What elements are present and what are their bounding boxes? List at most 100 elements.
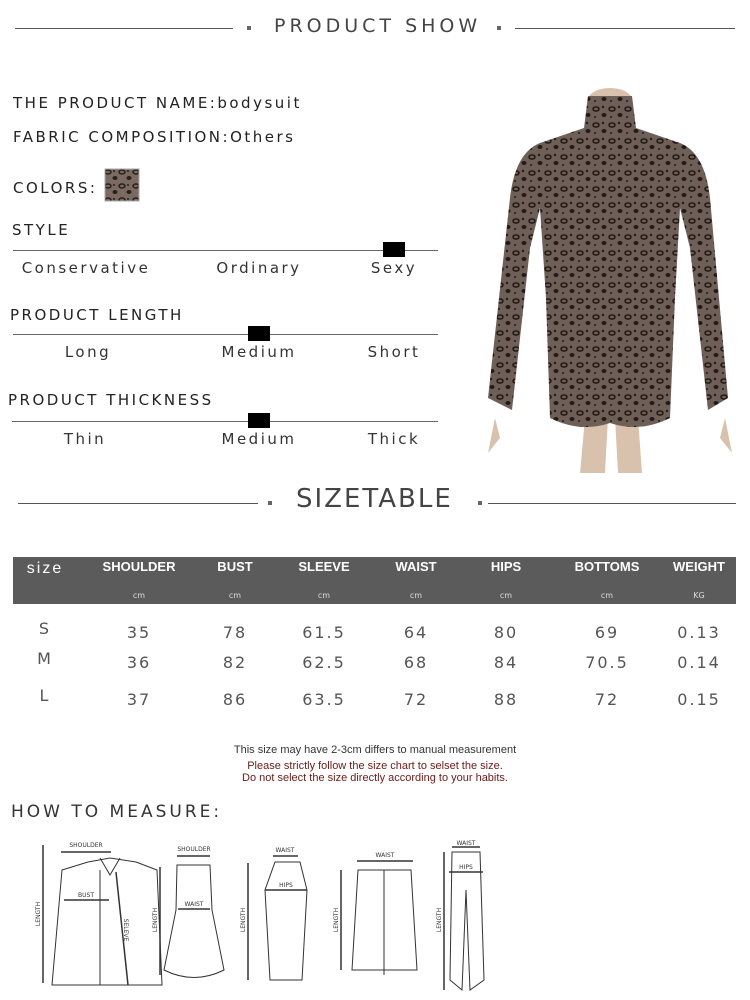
- scale-title: PRODUCT THICKNESS: [8, 391, 214, 409]
- section-title-product-show: PRODUCT SHOW: [274, 15, 482, 37]
- label: HIPS: [459, 864, 473, 871]
- table-cell: 63.5: [302, 690, 346, 709]
- skirt-diagram: [247, 855, 308, 981]
- table-cell: 64: [403, 623, 429, 642]
- column-header: BOTTOMS: [574, 559, 640, 574]
- column-unit: cm: [600, 591, 614, 600]
- scale-option: Medium: [221, 430, 297, 448]
- color-swatch-leopard[interactable]: [104, 168, 140, 202]
- column-unit: KG: [693, 591, 705, 600]
- scale-option: Thin: [63, 430, 107, 448]
- label: SHOULDER: [69, 842, 102, 849]
- label: LENGTH: [240, 908, 247, 932]
- product-name: THE PRODUCT NAME:bodysuit: [13, 94, 302, 112]
- label: BUST: [78, 892, 94, 899]
- column-unit: cm: [317, 591, 331, 600]
- table-cell: 70.5: [585, 653, 629, 672]
- column-header: SHOULDER: [102, 559, 176, 574]
- table-cell: 78: [222, 623, 248, 642]
- table-cell: 36: [126, 653, 152, 672]
- table-cell: 35: [126, 623, 152, 642]
- table-cell: 72: [403, 690, 429, 709]
- table-cell: 0.15: [677, 690, 721, 709]
- table-cell: 82: [222, 653, 248, 672]
- column-unit: cm: [499, 591, 513, 600]
- pants-diagram: [443, 846, 485, 992]
- column-header: HIPS: [490, 559, 522, 574]
- label: WAIST: [376, 852, 395, 859]
- divider: [488, 503, 736, 504]
- column-unit: cm: [409, 591, 423, 600]
- divider: [15, 28, 233, 29]
- value: Others: [230, 128, 296, 146]
- scale-track: [13, 250, 438, 251]
- column-header: BUST: [217, 559, 253, 574]
- note-follow-chart: Please strictly follow the size chart to…: [247, 760, 503, 772]
- table-cell: 88: [493, 690, 519, 709]
- divider-dot: [497, 26, 501, 30]
- column-unit: cm: [228, 591, 242, 600]
- scale-track: [13, 334, 438, 335]
- product-photo: [488, 88, 732, 473]
- section-title-how-to-measure: HOW TO MEASURE:: [11, 802, 223, 822]
- scale-marker: [248, 413, 270, 428]
- scale-option: Ordinary: [216, 259, 302, 277]
- label: LENGTH: [436, 908, 443, 932]
- size-label: S: [38, 619, 52, 638]
- scale-title: STYLE: [12, 221, 71, 239]
- column-header: size: [26, 560, 64, 577]
- label: WAIST: [457, 840, 476, 847]
- divider-dot: [268, 501, 272, 505]
- value: bodysuit: [217, 94, 302, 112]
- label: HIPS: [279, 882, 293, 889]
- table-cell: 37: [126, 690, 152, 709]
- divider: [18, 503, 258, 504]
- size-label: L: [39, 686, 51, 705]
- table-cell: 0.13: [677, 623, 721, 642]
- scale-option: Sexy: [370, 259, 418, 277]
- table-cell: 84: [493, 653, 519, 672]
- scale-title: PRODUCT LENGTH: [10, 306, 184, 324]
- divider-dot: [478, 501, 482, 505]
- size-table-header: [13, 557, 736, 604]
- label: WAIST: [185, 901, 204, 908]
- column-unit: cm: [132, 591, 146, 600]
- label: SHOULDER: [177, 846, 210, 853]
- shorts-diagram: [340, 860, 418, 975]
- size-label: M: [37, 649, 53, 668]
- table-cell: 72: [594, 690, 620, 709]
- label: THE PRODUCT NAME:: [13, 94, 218, 112]
- scale-option: Medium: [221, 343, 297, 361]
- label: WAIST: [276, 847, 295, 854]
- column-header: WEIGHT: [673, 559, 725, 574]
- column-header: SLEEVE: [298, 559, 350, 574]
- note-habits: Do not select the size directly accordin…: [242, 772, 508, 784]
- scale-marker: [383, 242, 405, 257]
- scale-option: Short: [367, 343, 421, 361]
- note-measurement: This size may have 2-3cm differs to manu…: [233, 744, 517, 756]
- scale-track: [12, 421, 438, 422]
- table-cell: 80: [493, 623, 519, 642]
- dress-diagram: [159, 855, 225, 978]
- jacket-diagram: [42, 845, 163, 986]
- table-cell: 69: [594, 623, 620, 642]
- column-header: WAIST: [395, 559, 437, 574]
- label: LENGTH: [333, 908, 340, 932]
- table-cell: 61.5: [302, 623, 346, 642]
- colors-label: COLORS:: [13, 179, 98, 197]
- table-cell: 68: [403, 653, 429, 672]
- measure-diagrams: SHOULDER BUST LENGTH SELEVE SHOULDER WAI…: [35, 840, 485, 992]
- label: LENGTH: [152, 908, 159, 932]
- label: FABRIC COMPOSITION:: [13, 128, 231, 146]
- table-cell: 62.5: [302, 653, 346, 672]
- table-cell: 0.14: [677, 653, 721, 672]
- scale-option: Long: [64, 343, 112, 361]
- fabric-composition: FABRIC COMPOSITION:Others: [13, 128, 295, 146]
- table-cell: 86: [222, 690, 248, 709]
- scale-marker: [248, 326, 270, 341]
- scale-option: Thick: [367, 430, 421, 448]
- section-title-sizetable: SIZETABLE: [296, 484, 453, 514]
- label: SELEVE: [122, 919, 129, 942]
- divider-dot: [247, 26, 251, 30]
- scale-option: Conservative: [21, 259, 151, 277]
